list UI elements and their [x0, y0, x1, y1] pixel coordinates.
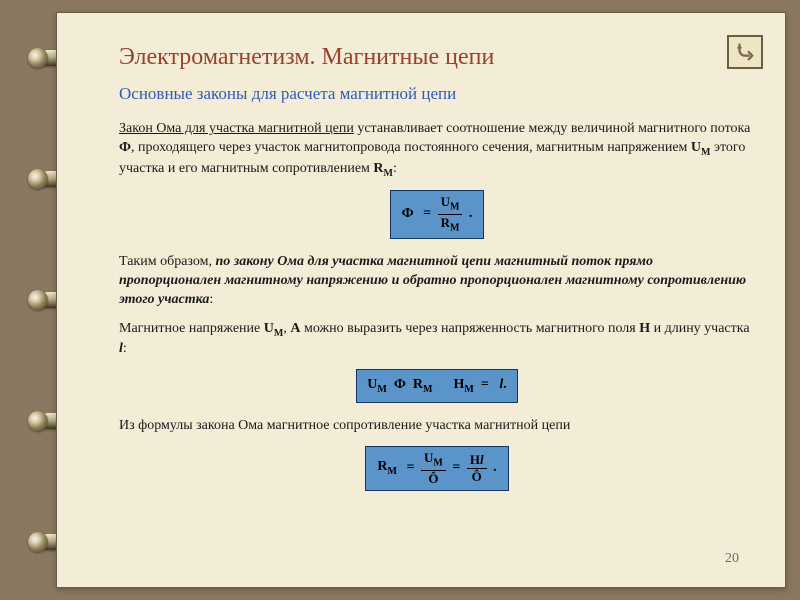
f3-f1-den: Ô — [425, 471, 441, 486]
p2-colon: : — [209, 292, 213, 307]
formula-3-row: RM = UM Ô = Hl Ô . — [119, 446, 755, 491]
p3-unit: A — [290, 321, 300, 336]
f2-t3: RM — [413, 377, 433, 392]
formula-3: RM = UM Ô = Hl Ô . — [365, 446, 508, 491]
formula-1: Ф = UM RM . — [390, 190, 485, 239]
formula-1-num-s: M — [450, 201, 459, 212]
formula-1-tail: . — [469, 205, 473, 224]
f2-t4s: M — [464, 384, 473, 395]
p1-t1: устанавливает соотношение между величино… — [354, 121, 751, 136]
f2-t1b: U — [367, 377, 377, 392]
formula-1-frac: UM RM — [438, 195, 463, 234]
p1-um-base: U — [691, 140, 701, 155]
p1-rm-sub: M — [384, 167, 393, 178]
eq-sign: = — [452, 459, 460, 478]
p2-lead: Таким образом, — [119, 254, 215, 269]
paragraph-4: Из формулы закона Ома магнитное сопротив… — [119, 417, 755, 436]
formula-1-den: RM — [438, 215, 463, 234]
formula-1-den-s: M — [450, 223, 459, 234]
page-subtitle: Основные законы для расчета магнитной це… — [119, 83, 755, 106]
f3-f1-num-b: U — [424, 450, 433, 465]
formula-2-row: UM Ф RM HM = l. — [119, 369, 755, 403]
f3-f1-num-s: M — [433, 458, 442, 469]
p1-um: UM — [691, 140, 711, 155]
p1-phi: Ф — [119, 140, 131, 155]
f3-f1-num: UM — [421, 451, 446, 471]
f3-lhs-b: R — [377, 459, 387, 474]
formula-1-den-b: R — [441, 215, 450, 230]
formula-1-num: UM — [438, 195, 463, 215]
slide-page: Электромагнетизм. Магнитные цепи Основны… — [56, 12, 786, 588]
f3-f2-num: Hl — [467, 453, 487, 469]
f2-t1s: M — [377, 384, 386, 395]
formula-1-row: Ф = UM RM . — [119, 190, 755, 239]
p3-um-b: U — [264, 321, 274, 336]
p3-um-s: M — [274, 327, 283, 338]
p1-t2: , проходящего через участок магнитопрово… — [131, 140, 691, 155]
f3-frac2: Hl Ô — [467, 453, 487, 483]
f2-t2: Ф — [394, 377, 406, 392]
f2-t4b: H — [453, 377, 464, 392]
f3-f2-den: Ô — [469, 469, 485, 484]
f2-t3s: M — [423, 384, 432, 395]
p1-lead: Закон Ома для участка магнитной цепи — [119, 121, 354, 136]
eq-sign: = — [423, 205, 431, 224]
return-icon — [734, 41, 756, 63]
f2-tail: . — [503, 377, 507, 392]
f3-f2-num2: l — [480, 452, 484, 467]
formula-1-lhs: Ф — [402, 205, 414, 224]
page-number: 20 — [725, 550, 739, 569]
paragraph-2: Таким образом, по закону Ома для участка… — [119, 253, 755, 310]
f2-t3b: R — [413, 377, 423, 392]
p3-c: и длину участка — [650, 321, 749, 336]
f2-t1: UM — [367, 377, 387, 392]
p3-a: Магнитное напряжение — [119, 321, 264, 336]
back-button[interactable] — [727, 35, 763, 69]
formula-2: UM Ф RM HM = l. — [356, 369, 517, 403]
p1-rm-base: R — [373, 161, 383, 176]
paragraph-3: Магнитное напряжение UM, A можно выразит… — [119, 320, 755, 359]
p1-rm: RM — [373, 161, 393, 176]
f3-lhs-s: M — [388, 466, 397, 477]
p3-um: UM — [264, 321, 284, 336]
p3-b: можно выразить через напряженность магни… — [300, 321, 639, 336]
f2-eq: = — [481, 377, 489, 392]
p3-colon: : — [123, 341, 127, 356]
f2-t4: HM — [453, 377, 473, 392]
f3-frac1: UM Ô — [421, 451, 446, 486]
paragraph-1: Закон Ома для участка магнитной цепи уст… — [119, 120, 755, 179]
formula-1-num-b: U — [441, 194, 450, 209]
f3-lhs: RM — [377, 458, 397, 478]
p1-colon: : — [393, 161, 397, 176]
page-title: Электромагнетизм. Магнитные цепи — [119, 41, 755, 73]
eq-sign: = — [407, 459, 415, 478]
p3-H: H — [639, 321, 650, 336]
f3-f2-num1: H — [470, 452, 480, 467]
f3-tail: . — [493, 459, 497, 478]
